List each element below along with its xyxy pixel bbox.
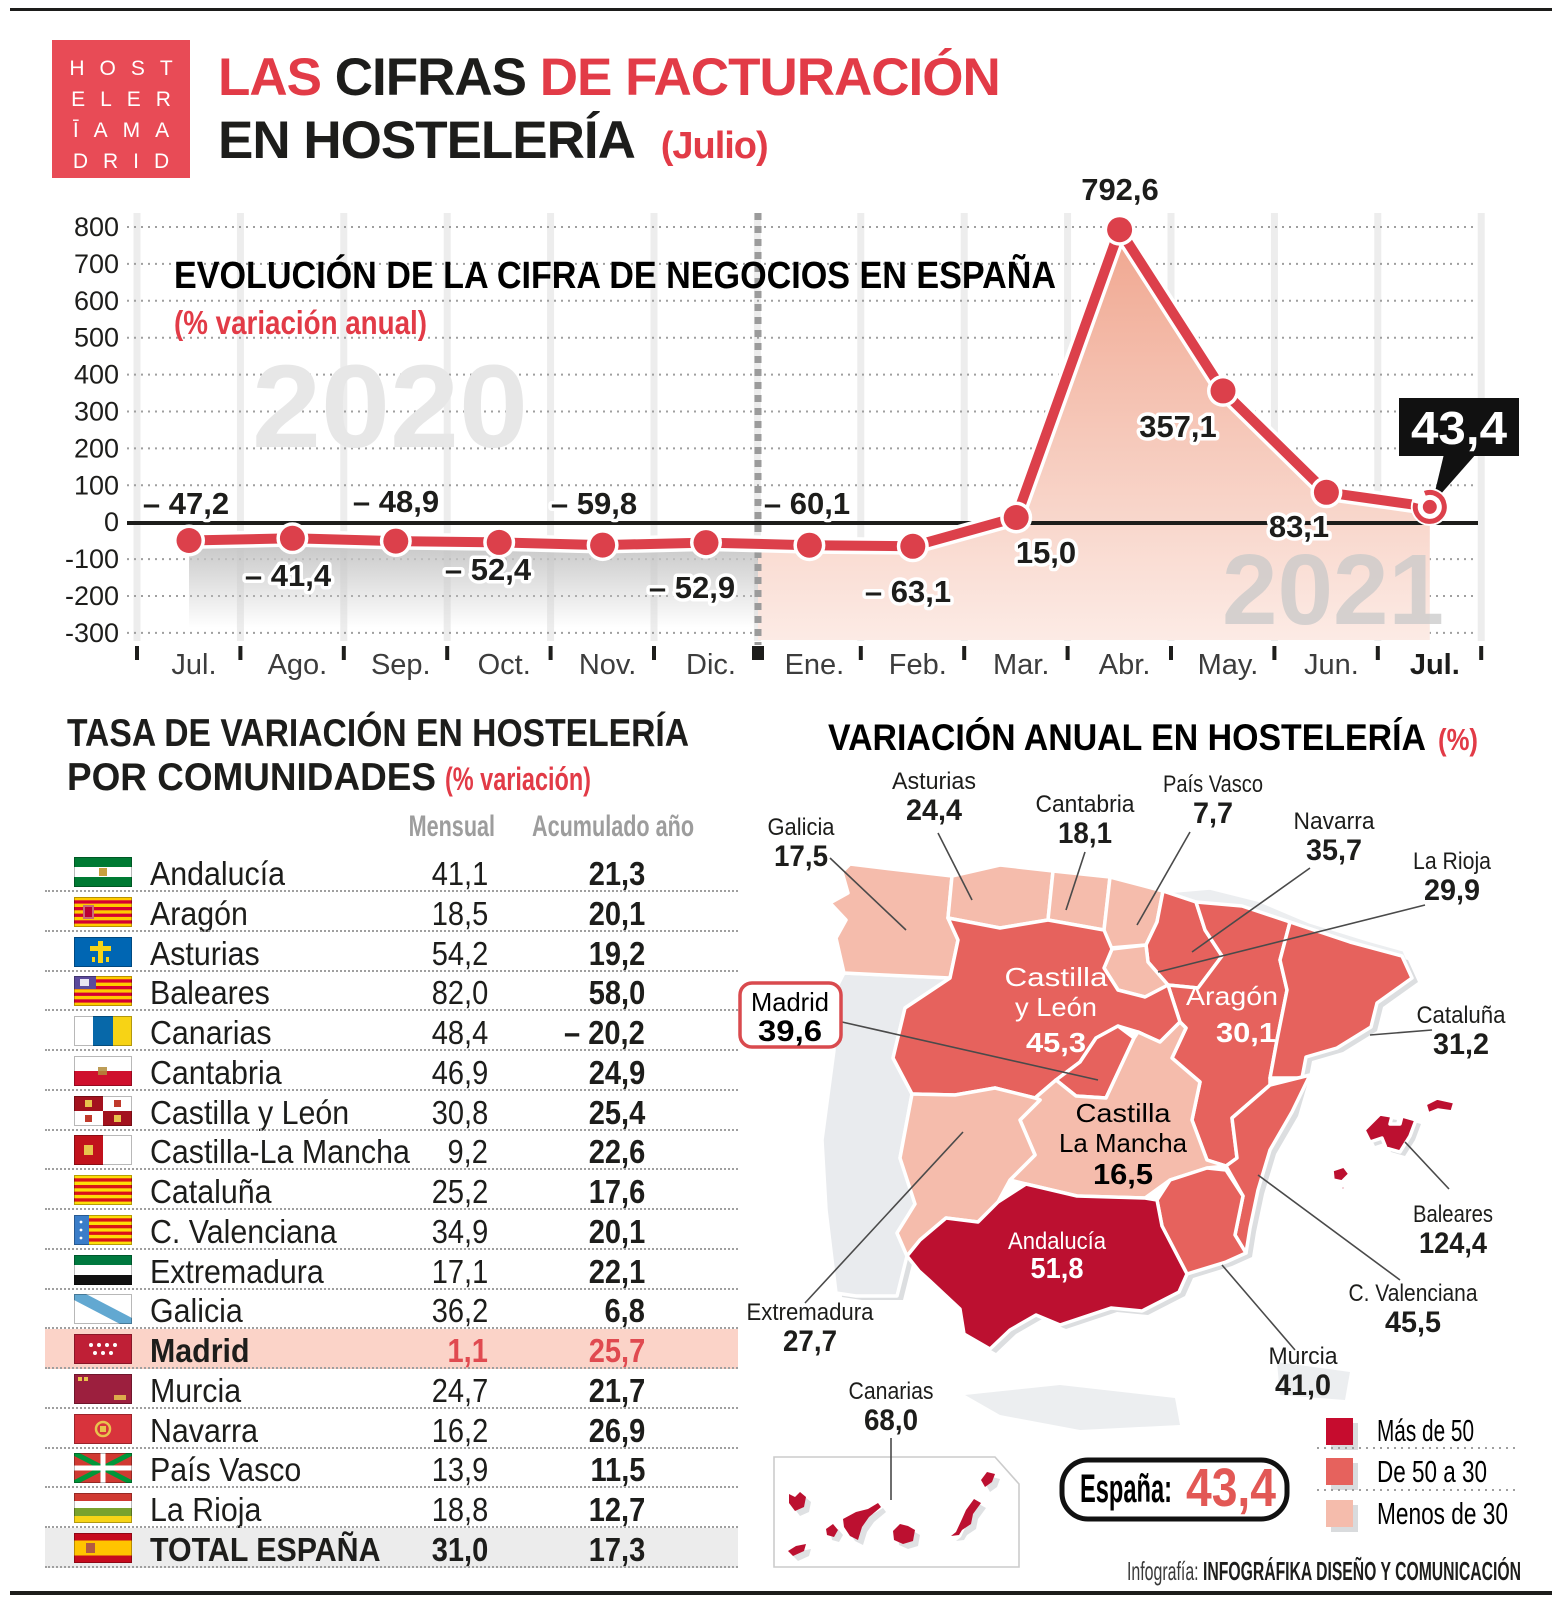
- svg-text:(% variación anual): (% variación anual): [174, 304, 427, 341]
- svg-text:Dic.: Dic.: [686, 649, 736, 681]
- svg-text:43,4: 43,4: [1186, 1458, 1276, 1518]
- svg-text:Jul.: Jul.: [171, 649, 216, 681]
- svg-text:De 50 a 30: De 50 a 30: [1377, 1454, 1487, 1489]
- svg-text:– 60,1: – 60,1: [764, 486, 850, 521]
- svg-text:-100: -100: [65, 544, 119, 574]
- svg-text:124,4: 124,4: [1419, 1227, 1487, 1260]
- svg-text:29,9: 29,9: [1424, 874, 1480, 907]
- svg-text:Castilla: Castilla: [1076, 1098, 1172, 1128]
- svg-text:La Rioja: La Rioja: [1413, 848, 1492, 875]
- svg-text:País Vasco: País Vasco: [1163, 771, 1263, 798]
- svg-text:51,8: 51,8: [1031, 1253, 1084, 1285]
- svg-text:Extremadura: Extremadura: [747, 1299, 875, 1326]
- svg-text:300: 300: [74, 397, 119, 427]
- svg-text:-200: -200: [65, 581, 119, 611]
- svg-text:Baleares: Baleares: [1413, 1201, 1493, 1228]
- svg-text:Madrid: Madrid: [751, 987, 829, 1017]
- svg-text:Cantabria: Cantabria: [1036, 791, 1136, 818]
- svg-text:2020: 2020: [252, 341, 528, 473]
- svg-text:Castilla: Castilla: [1005, 962, 1109, 992]
- svg-text:68,0: 68,0: [864, 1404, 918, 1437]
- svg-text:31,2: 31,2: [1433, 1028, 1489, 1061]
- svg-text:200: 200: [74, 433, 119, 463]
- svg-text:24,4: 24,4: [906, 794, 962, 827]
- svg-text:Menos de 30: Menos de 30: [1377, 1496, 1508, 1531]
- svg-text:39,6: 39,6: [758, 1015, 822, 1048]
- svg-text:500: 500: [74, 323, 119, 353]
- svg-text:y León: y León: [1015, 992, 1097, 1022]
- svg-text:18,1: 18,1: [1058, 817, 1112, 850]
- svg-text:30,1: 30,1: [1216, 1017, 1276, 1048]
- svg-text:700: 700: [74, 249, 119, 279]
- svg-text:Navarra: Navarra: [1294, 808, 1376, 835]
- svg-text:– 52,9: – 52,9: [649, 570, 735, 605]
- svg-text:45,3: 45,3: [1026, 1027, 1086, 1058]
- svg-text:EVOLUCIÓN DE LA CIFRA DE NEGOC: EVOLUCIÓN DE LA CIFRA DE NEGOCIOS EN ESP…: [174, 253, 1056, 297]
- svg-text:35,7: 35,7: [1306, 834, 1362, 867]
- svg-text:Mar.: Mar.: [993, 649, 1049, 681]
- svg-text:Infografía: INFOGRÁFIKA DISEÑO: Infografía: INFOGRÁFIKA DISEÑO Y COMUNIC…: [1127, 1556, 1521, 1586]
- svg-text:Cataluña: Cataluña: [1417, 1002, 1507, 1029]
- svg-text:Aragón: Aragón: [1186, 981, 1278, 1011]
- svg-text:Galicia: Galicia: [768, 814, 836, 841]
- svg-text:May.: May.: [1198, 649, 1259, 681]
- svg-text:– 47,2: – 47,2: [143, 486, 229, 521]
- svg-text:800: 800: [74, 212, 119, 242]
- svg-text:400: 400: [74, 360, 119, 390]
- svg-text:357,1: 357,1: [1139, 409, 1217, 444]
- svg-text:(%): (%): [1438, 722, 1478, 757]
- svg-text:– 59,8: – 59,8: [551, 486, 637, 521]
- svg-text:16,5: 16,5: [1093, 1159, 1153, 1191]
- svg-text:VARIACIÓN ANUAL EN HOSTELERÍA: VARIACIÓN ANUAL EN HOSTELERÍA: [828, 716, 1426, 758]
- svg-text:– 63,1: – 63,1: [865, 574, 951, 609]
- svg-text:17,5: 17,5: [774, 840, 828, 873]
- svg-text:España:: España:: [1080, 1467, 1172, 1511]
- svg-text:15,0: 15,0: [1016, 535, 1076, 570]
- svg-text:Andalucía: Andalucía: [1008, 1228, 1107, 1255]
- svg-text:41,0: 41,0: [1275, 1369, 1331, 1402]
- svg-text:43,4: 43,4: [1411, 402, 1507, 454]
- svg-text:Abr.: Abr.: [1099, 649, 1151, 681]
- svg-text:Oct.: Oct.: [478, 649, 531, 681]
- svg-text:Sep.: Sep.: [371, 649, 431, 681]
- svg-text:C. Valenciana: C. Valenciana: [1349, 1280, 1479, 1307]
- svg-text:Asturias: Asturias: [892, 768, 976, 795]
- svg-text:Murcia: Murcia: [1269, 1343, 1339, 1370]
- svg-text:-300: -300: [65, 618, 119, 648]
- svg-text:Nov.: Nov.: [579, 649, 636, 681]
- svg-text:Canarias: Canarias: [849, 1378, 934, 1405]
- svg-text:– 48,9: – 48,9: [353, 484, 439, 519]
- svg-text:Feb.: Feb.: [889, 649, 947, 681]
- svg-text:Ene.: Ene.: [785, 649, 845, 681]
- svg-text:– 52,4: – 52,4: [445, 552, 532, 587]
- svg-text:2021: 2021: [1222, 534, 1444, 646]
- svg-text:83,1: 83,1: [1269, 509, 1329, 544]
- svg-text:792,6: 792,6: [1081, 172, 1159, 207]
- svg-text:7,7: 7,7: [1193, 797, 1233, 830]
- svg-text:La Mancha: La Mancha: [1059, 1128, 1188, 1158]
- svg-text:27,7: 27,7: [783, 1325, 837, 1358]
- svg-text:– 41,4: – 41,4: [245, 558, 332, 593]
- svg-text:0: 0: [104, 507, 119, 537]
- svg-text:Jul.: Jul.: [1410, 649, 1460, 681]
- svg-text:600: 600: [74, 286, 119, 316]
- svg-text:Jun.: Jun.: [1304, 649, 1359, 681]
- svg-text:45,5: 45,5: [1385, 1306, 1441, 1339]
- svg-text:100: 100: [74, 470, 119, 500]
- svg-text:Más de 50: Más de 50: [1377, 1413, 1474, 1448]
- svg-text:Ago.: Ago.: [268, 649, 328, 681]
